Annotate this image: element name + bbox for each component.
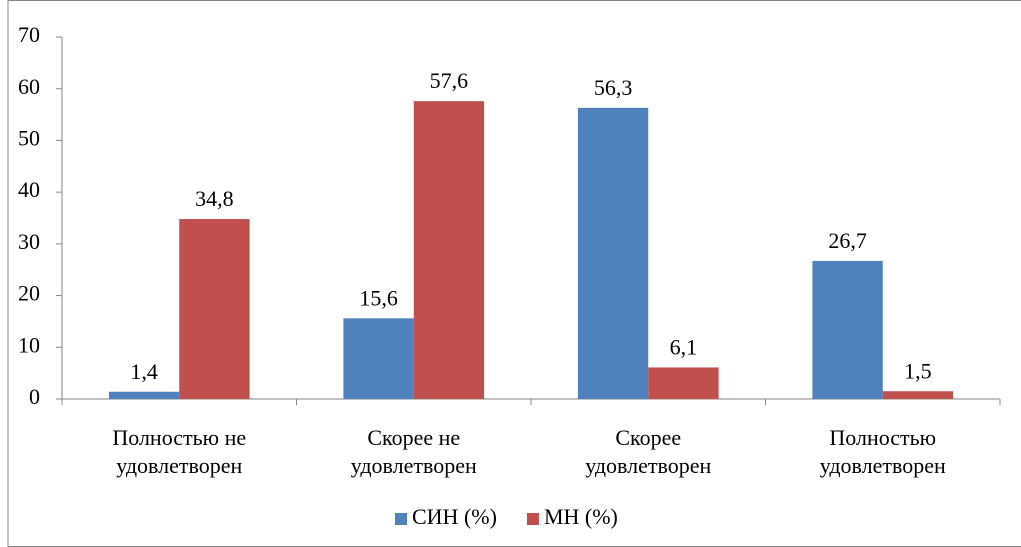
bar (343, 318, 414, 399)
bar (108, 391, 180, 399)
y-tick-label: 30 (18, 229, 40, 254)
bar (648, 367, 719, 399)
y-tick-label: 10 (18, 332, 40, 357)
bar (413, 101, 485, 399)
bar (812, 260, 883, 399)
data-label: 1,4 (130, 359, 158, 384)
data-label: 6,1 (670, 335, 698, 360)
data-label: 56,3 (594, 75, 633, 100)
bar (577, 107, 649, 399)
y-tick-label: 60 (18, 74, 40, 99)
x-tick-label: Скорее удовлетворен (585, 425, 712, 478)
bar (882, 391, 954, 399)
y-tick-label: 0 (29, 384, 40, 409)
y-tick-label: 50 (18, 125, 40, 150)
data-label: 26,7 (828, 228, 867, 253)
y-tick-label: 70 (18, 22, 40, 47)
bar (179, 219, 250, 399)
data-label: 34,8 (195, 186, 234, 211)
legend-label: МН (%) (544, 504, 618, 529)
y-tick-label: 20 (18, 281, 40, 306)
x-tick-label: Полностью удовлетворен (819, 425, 946, 478)
data-label: 15,6 (359, 285, 398, 310)
legend-label: СИН (%) (412, 504, 497, 529)
data-label: 1,5 (904, 358, 932, 383)
legend-swatch (526, 513, 539, 525)
data-label: 57,6 (430, 68, 469, 93)
x-tick-label: Полностью не удовлетворен (112, 425, 247, 478)
x-tick-label: Скорее не удовлетворен (350, 425, 477, 478)
y-tick-label: 40 (18, 177, 40, 202)
legend-swatch (395, 513, 407, 525)
